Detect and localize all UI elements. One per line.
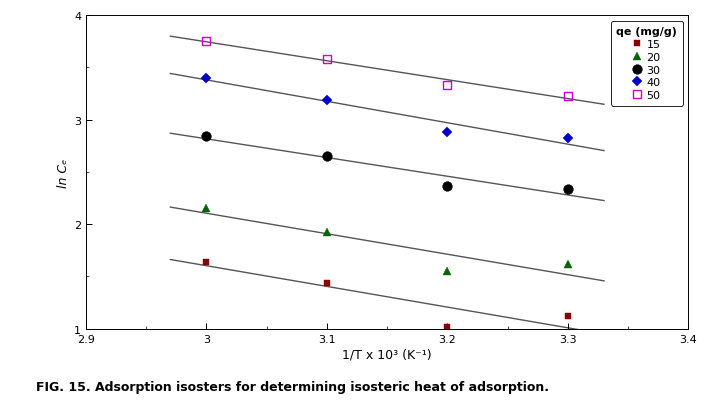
X-axis label: 1/T x 10³ (K⁻¹): 1/T x 10³ (K⁻¹) xyxy=(342,348,432,361)
Legend: 15, 20, 30, 40, 50: 15, 20, 30, 40, 50 xyxy=(611,22,683,106)
Text: FIG. 15. Adsorption isosters for determining isosteric heat of adsorption.: FIG. 15. Adsorption isosters for determi… xyxy=(36,380,549,393)
Y-axis label: ln Cₑ: ln Cₑ xyxy=(57,158,70,187)
